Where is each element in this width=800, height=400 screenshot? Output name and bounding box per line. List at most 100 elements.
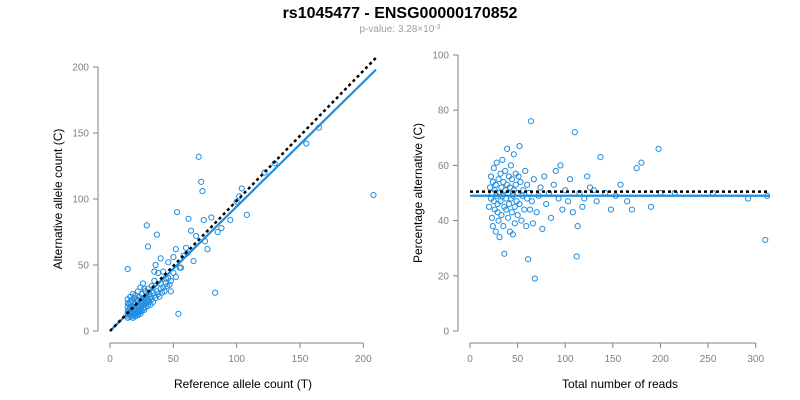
- data-point: [157, 255, 164, 262]
- y-axis-title: Alternative allele count (C): [51, 129, 65, 270]
- data-point: [526, 206, 534, 213]
- data-point: [624, 198, 631, 205]
- data-point: [537, 184, 544, 191]
- data-point: [521, 206, 528, 213]
- data-point: [495, 217, 502, 224]
- data-point: [492, 181, 499, 188]
- x-tick-label: 0: [467, 354, 473, 365]
- data-point: [139, 280, 147, 287]
- data-point: [533, 209, 540, 216]
- x-tick-label: 100: [557, 354, 574, 365]
- y-tick-label: 100: [432, 51, 449, 62]
- data-point: [195, 153, 202, 160]
- data-point: [517, 178, 524, 186]
- y-tick-label: 0: [443, 327, 449, 338]
- data-point: [518, 217, 525, 224]
- data-point: [557, 162, 564, 169]
- data-point: [261, 169, 268, 176]
- data-point: [167, 288, 174, 295]
- allele-count-scatter-plot: 0 50 100 150 200 0 50 100 150 200 Reference allele…: [51, 56, 377, 391]
- y-tick-label: 60: [438, 161, 450, 172]
- data-point: [584, 173, 591, 180]
- data-point: [647, 203, 655, 210]
- data-point: [507, 162, 515, 169]
- data-point: [502, 167, 509, 175]
- data-point: [510, 151, 517, 158]
- data-point: [233, 198, 240, 205]
- data-point: [511, 220, 518, 227]
- x-tick-label: 150: [292, 354, 309, 365]
- data-point: [530, 176, 537, 183]
- data-point: [487, 173, 495, 180]
- data-point: [574, 223, 581, 230]
- data-point: [523, 223, 530, 230]
- data-point: [177, 264, 185, 271]
- y-tick-label: 50: [78, 261, 90, 272]
- data-point: [633, 165, 640, 172]
- p-value-text: p-value: 3.28×10: [359, 24, 435, 35]
- data-point: [227, 217, 234, 224]
- data-point: [522, 167, 529, 175]
- data-point: [208, 214, 215, 221]
- data-point: [187, 227, 195, 234]
- y-tick-label: 40: [438, 216, 450, 227]
- data-point: [165, 259, 172, 266]
- data-point: [151, 268, 158, 275]
- data-point: [141, 285, 148, 292]
- data-point: [175, 310, 182, 317]
- data-point: [593, 198, 600, 205]
- x-axis-title: Reference allele count (T): [174, 377, 312, 391]
- data-point: [185, 215, 192, 222]
- chart-title: rs1045477 - ENSG00000170852: [282, 5, 518, 22]
- data-point: [607, 206, 615, 213]
- data-point: [638, 159, 645, 166]
- p-value-subtitle: p-value: 3.28×10-3: [0, 24, 800, 36]
- data-point: [153, 231, 160, 238]
- x-tick-label: 300: [747, 354, 764, 365]
- x-tick-label: 100: [228, 354, 245, 365]
- data-point: [144, 243, 152, 250]
- data-point: [143, 222, 150, 229]
- data-point: [762, 236, 769, 244]
- data-point: [166, 281, 173, 288]
- x-tick-label: 200: [652, 354, 669, 365]
- data-point: [504, 214, 512, 221]
- data-point: [167, 277, 174, 284]
- data-point: [161, 288, 168, 295]
- data-point: [495, 176, 502, 183]
- y-tick-label: 0: [83, 327, 89, 338]
- y-axis-title: Percentage alternative (C): [411, 123, 425, 263]
- data-point: [524, 256, 532, 263]
- y-tick-label: 200: [72, 63, 89, 74]
- data-point: [198, 178, 205, 185]
- data-point: [503, 206, 510, 213]
- data-point: [504, 145, 511, 152]
- data-point: [514, 211, 521, 219]
- data-point: [370, 191, 377, 199]
- data-point: [527, 118, 535, 125]
- data-point: [218, 224, 225, 232]
- data-point: [550, 181, 557, 188]
- y-tick-label: 100: [72, 195, 89, 206]
- data-point: [617, 181, 624, 188]
- data-point: [199, 187, 206, 195]
- data-point: [193, 232, 200, 240]
- data-point: [528, 198, 536, 205]
- data-point: [511, 203, 518, 210]
- y-tick-label: 80: [438, 106, 450, 117]
- data-point: [151, 277, 158, 284]
- data-point: [182, 244, 190, 251]
- data-point: [172, 246, 179, 253]
- data-point: [571, 129, 578, 136]
- data-point: [564, 198, 572, 205]
- data-point: [512, 181, 519, 188]
- data-point: [516, 200, 523, 208]
- data-point: [597, 154, 604, 161]
- data-point: [238, 185, 245, 192]
- x-tick-label: 50: [168, 354, 180, 365]
- data-point: [489, 223, 496, 230]
- data-point: [160, 268, 167, 275]
- data-point: [562, 187, 569, 194]
- data-point: [508, 176, 516, 183]
- data-point: [505, 200, 513, 208]
